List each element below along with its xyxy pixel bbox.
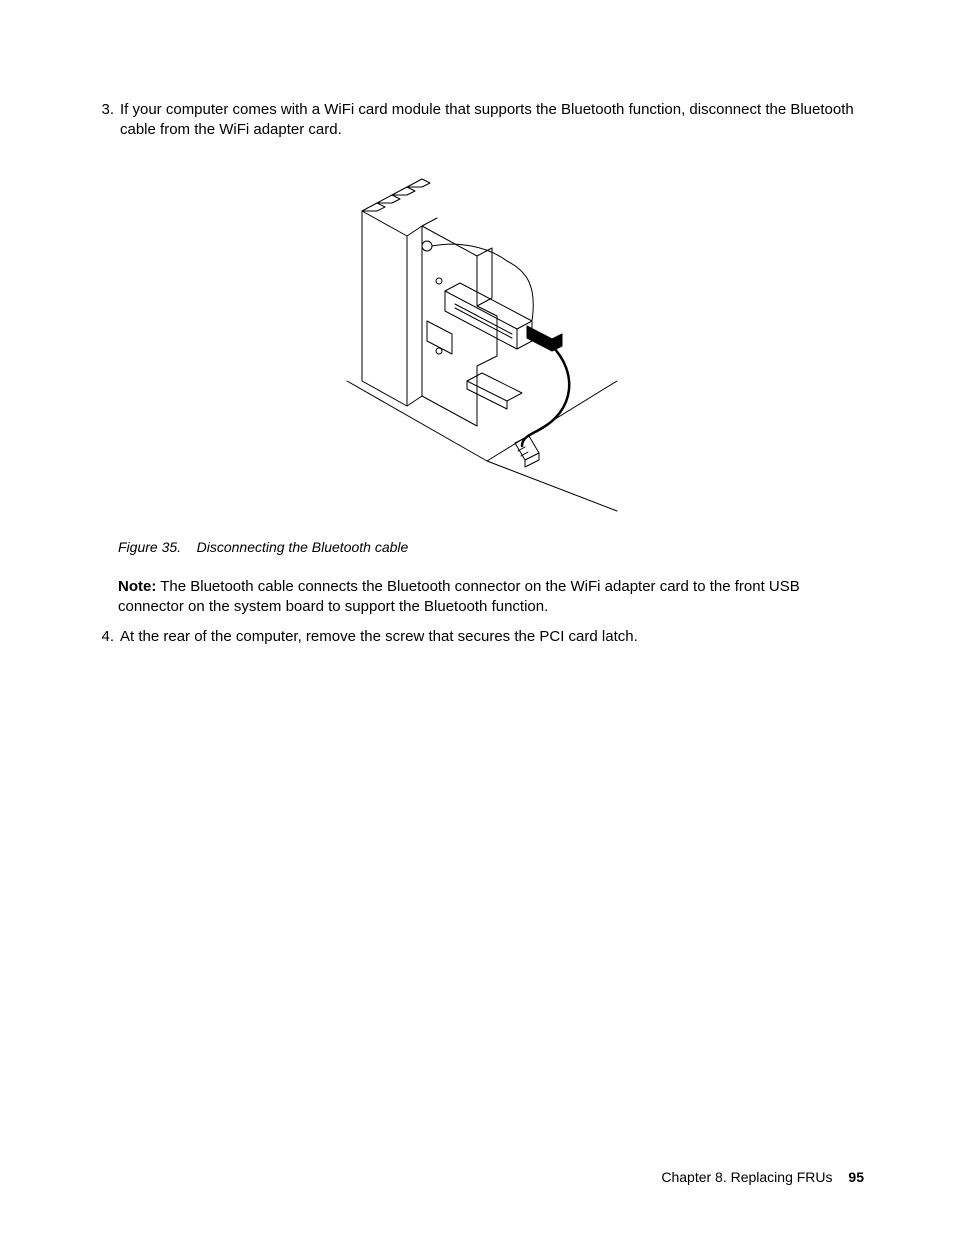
page: 3. If your computer comes with a WiFi ca… [0, 0, 954, 1235]
bluetooth-cable-diagram [327, 171, 627, 521]
footer-chapter: Chapter 8. Replacing FRUs [661, 1169, 832, 1185]
note-block: Note: The Bluetooth cable connects the B… [118, 577, 864, 618]
step-4-text: At the rear of the computer, remove the … [120, 627, 864, 647]
step-3-text: If your computer comes with a WiFi card … [120, 100, 864, 141]
note-label: Note: [118, 578, 156, 595]
figure-caption-prefix: Figure 35. [118, 539, 181, 555]
step-3-number: 3. [90, 100, 120, 141]
figure-35 [90, 171, 864, 521]
step-3: 3. If your computer comes with a WiFi ca… [90, 100, 864, 141]
figure-caption-text: Disconnecting the Bluetooth cable [197, 539, 409, 555]
footer-page-number: 95 [848, 1169, 864, 1185]
page-footer: Chapter 8. Replacing FRUs 95 [661, 1169, 864, 1185]
note-text: The Bluetooth cable connects the Bluetoo… [118, 578, 800, 615]
figure-35-caption: Figure 35. Disconnecting the Bluetooth c… [118, 539, 864, 555]
step-4-number: 4. [90, 627, 120, 647]
step-4: 4. At the rear of the computer, remove t… [90, 627, 864, 647]
